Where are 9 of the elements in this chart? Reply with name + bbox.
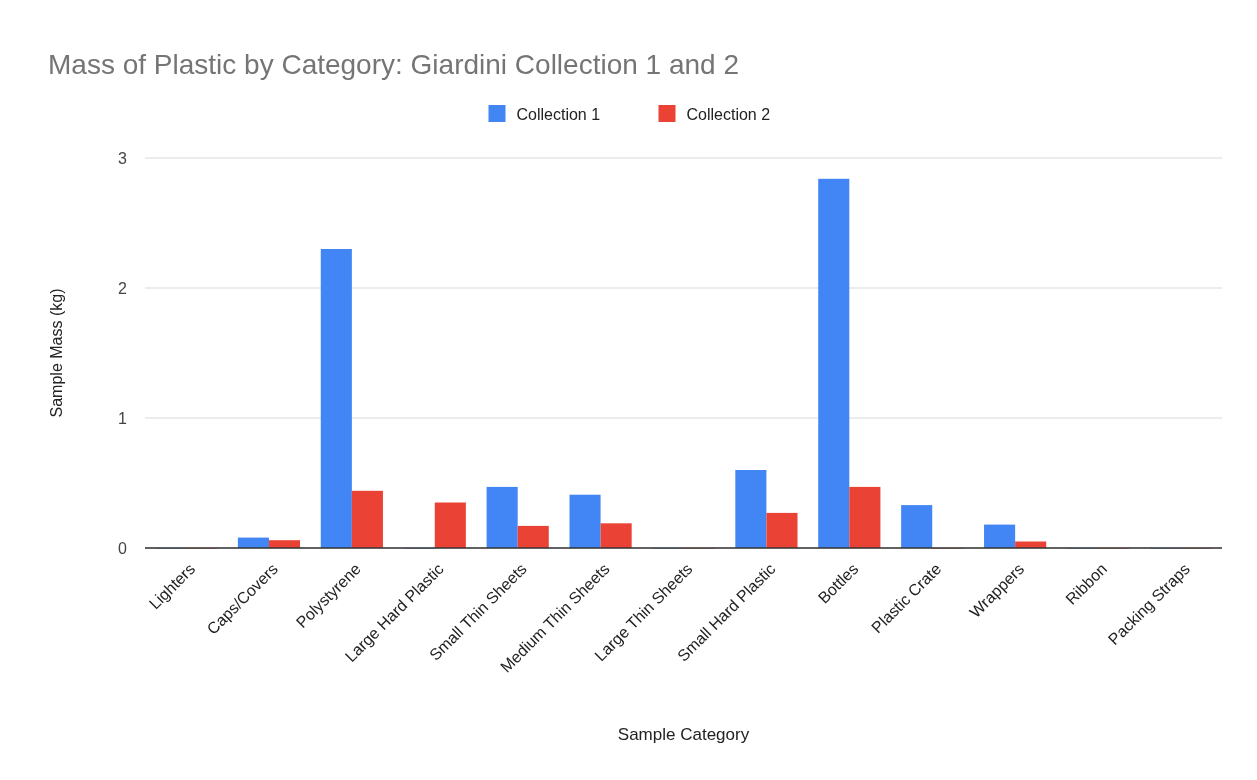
y-axis-title: Sample Mass (kg) [48,288,65,418]
legend-label: Collection 1 [516,105,601,123]
y-tick-label: 2 [118,279,128,297]
y-tick-label: 1 [118,409,128,427]
legend-label: Collection 2 [686,105,771,123]
y-tick-label: 0 [118,539,128,557]
x-axis-title: Sample Category [617,725,750,744]
y-tick-label: 3 [118,149,128,167]
chart-title: Mass of Plastic by Category: Giardini Collection 1 and 2 [48,49,739,80]
